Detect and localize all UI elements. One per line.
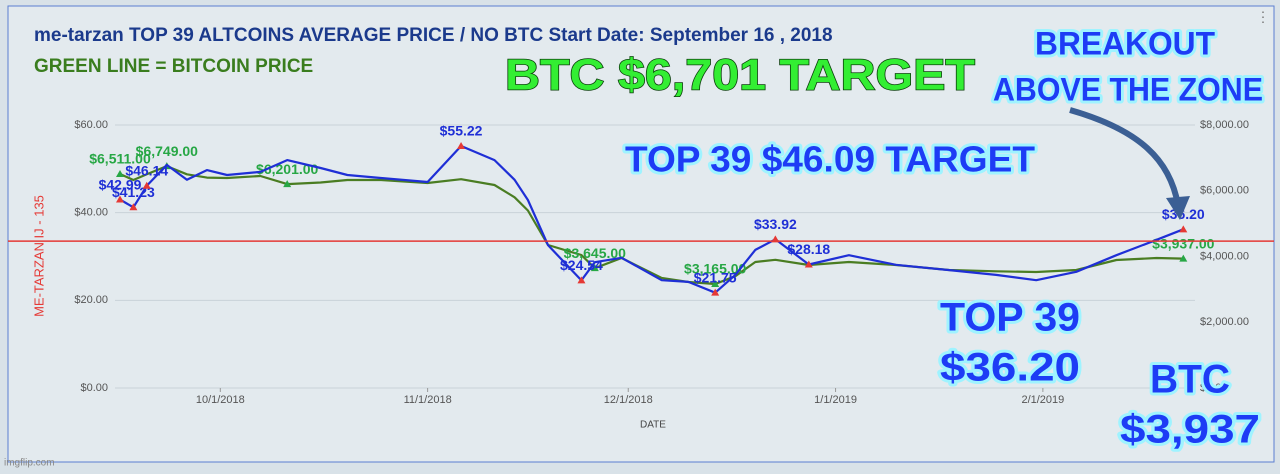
- btc-now: BTC: [1150, 358, 1230, 402]
- data-label: $21.75: [694, 269, 737, 285]
- x-tick-label: 1/1/2019: [814, 394, 857, 406]
- data-label: $42.99: [99, 176, 142, 192]
- data-label: $55.22: [440, 123, 483, 139]
- point-marker: [577, 276, 586, 284]
- y2-tick-label: $8,000.00: [1200, 119, 1249, 131]
- y2-tick-label: $6,000.00: [1200, 185, 1249, 197]
- breakout-line: BREAKOUT: [1035, 25, 1215, 61]
- chart-subtitle: GREEN LINE = BITCOIN PRICE: [34, 56, 313, 77]
- point-marker: [129, 203, 138, 211]
- data-label: $6,749.00: [136, 143, 198, 159]
- chart-title: me-tarzan TOP 39 ALTCOINS AVERAGE PRICE …: [34, 25, 833, 46]
- menu-dots[interactable]: ⋮: [1256, 9, 1270, 25]
- point-marker: [142, 181, 151, 189]
- data-label: $28.18: [787, 241, 830, 257]
- point-marker: [116, 195, 124, 203]
- x-tick-label: 12/1/2018: [604, 394, 653, 406]
- x-tick-label: 2/1/2019: [1021, 394, 1064, 406]
- y-tick-label: $0.00: [80, 382, 108, 394]
- x-tick-label: 10/1/2018: [196, 394, 245, 406]
- point-marker: [711, 279, 720, 287]
- y-tick-label: $20.00: [74, 294, 108, 306]
- point-marker: [457, 141, 466, 149]
- btc-now: $3,937: [1120, 408, 1260, 452]
- data-label: $3,937.00: [1152, 235, 1214, 251]
- point-marker: [590, 264, 599, 272]
- chart-card: [7, 5, 1275, 463]
- data-label: $33.92: [754, 216, 797, 232]
- point-marker: [283, 180, 292, 188]
- data-label: $3,645.00: [564, 245, 626, 261]
- watermark: imgflip.com: [4, 458, 55, 469]
- top39-target: TOP 39 $46.09 TARGET: [625, 139, 1035, 180]
- y2-tick-label: $2,000.00: [1200, 316, 1249, 328]
- point-marker: [1179, 225, 1188, 233]
- y-tick-label: $40.00: [74, 207, 108, 219]
- data-label: $36.20: [1162, 206, 1205, 222]
- point-marker: [1179, 254, 1188, 262]
- point-marker: [711, 288, 720, 296]
- top39-now: $36.20: [940, 346, 1080, 390]
- arrow-head: [1166, 196, 1190, 220]
- y2-tick-label: $4,000.00: [1200, 250, 1249, 262]
- top39-now: TOP 39: [940, 296, 1080, 340]
- arrow: [1069, 107, 1181, 206]
- x-axis-label: DATE: [640, 420, 666, 431]
- y-axis-label: ME-TARZAN IJ - 135: [31, 195, 46, 317]
- btc-target: BTC $6,701 TARGET: [505, 51, 975, 100]
- breakout-line: ABOVE THE ZONE: [993, 71, 1263, 107]
- point-marker: [116, 169, 124, 177]
- data-label: $3,165.00: [684, 261, 746, 277]
- point-marker: [804, 260, 813, 268]
- y2-tick-label: $0.00: [1200, 382, 1228, 394]
- data-label: $46.14: [125, 162, 168, 178]
- x-tick-label: 11/1/2018: [404, 394, 452, 406]
- data-label: $6,511.00: [89, 151, 151, 167]
- y-tick-label: $60.00: [74, 119, 108, 131]
- data-label: $24.54: [560, 257, 603, 273]
